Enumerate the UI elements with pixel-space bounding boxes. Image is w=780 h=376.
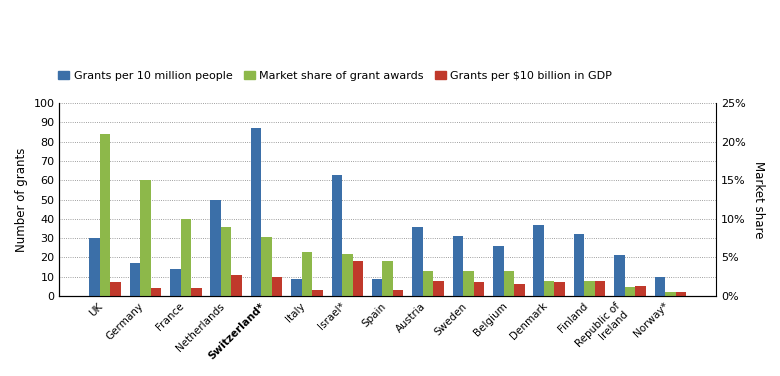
Bar xyxy=(89,238,100,296)
Bar xyxy=(342,253,353,296)
Bar xyxy=(332,174,342,296)
Bar xyxy=(382,261,393,296)
Bar xyxy=(635,286,646,296)
Bar xyxy=(574,234,584,296)
Bar xyxy=(232,275,242,296)
Bar xyxy=(372,279,382,296)
Bar xyxy=(413,227,423,296)
Bar xyxy=(555,282,565,296)
Bar xyxy=(393,290,403,296)
Bar xyxy=(353,261,363,296)
Bar xyxy=(291,279,302,296)
Bar xyxy=(312,290,323,296)
Bar xyxy=(140,180,151,296)
Bar xyxy=(665,292,675,296)
Y-axis label: Number of grants: Number of grants xyxy=(15,147,28,252)
Bar xyxy=(595,280,605,296)
Bar xyxy=(261,237,271,296)
Bar xyxy=(191,288,201,296)
Bar xyxy=(534,224,544,296)
Bar xyxy=(493,246,504,296)
Bar xyxy=(110,282,121,296)
Bar xyxy=(423,271,434,296)
Bar xyxy=(625,287,635,296)
Bar xyxy=(211,200,221,296)
Bar xyxy=(100,134,110,296)
Bar xyxy=(473,282,484,296)
Bar xyxy=(170,269,180,296)
Bar xyxy=(514,284,525,296)
Bar xyxy=(654,277,665,296)
Bar xyxy=(614,255,625,296)
Bar xyxy=(129,263,140,296)
Bar xyxy=(504,271,514,296)
Bar xyxy=(584,280,595,296)
Legend: Grants per 10 million people, Market share of grant awards, Grants per $10 billi: Grants per 10 million people, Market sha… xyxy=(54,67,617,85)
Bar xyxy=(151,288,161,296)
Bar xyxy=(302,252,312,296)
Bar xyxy=(221,227,232,296)
Bar xyxy=(251,128,261,296)
Bar xyxy=(271,277,282,296)
Bar xyxy=(463,271,473,296)
Bar xyxy=(180,219,191,296)
Bar xyxy=(544,280,555,296)
Y-axis label: Market share: Market share xyxy=(752,161,765,238)
Bar xyxy=(675,292,686,296)
Bar xyxy=(434,280,444,296)
Bar xyxy=(452,236,463,296)
